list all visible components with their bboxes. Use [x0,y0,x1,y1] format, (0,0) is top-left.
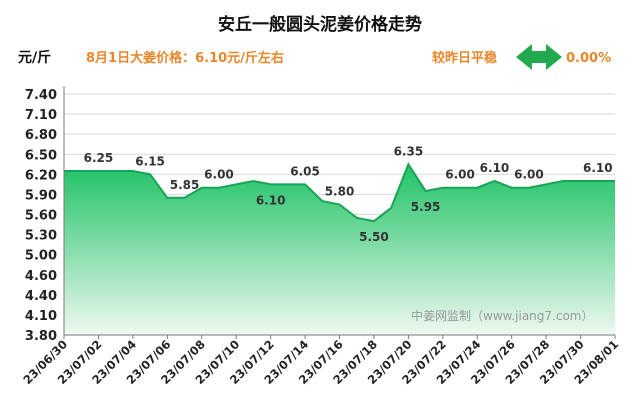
data-label: 6.00 [445,168,475,182]
area-fill [64,164,615,335]
data-label: 6.25 [84,151,114,165]
data-label: 6.10 [480,161,510,175]
data-labels: 6.25 6.15 5.85 6.00 6.10 6.05 5.80 5.50 6.35 5.95… [84,144,613,244]
y-tick-label: 6.50 [25,148,57,163]
data-label: 6.35 [394,144,424,158]
y-tick-label: 5.30 [25,229,57,244]
y-tick-label: 4.40 [25,289,57,304]
data-label: 5.85 [170,178,200,192]
chart-title: 安丘一般圆头泥姜价格走势 [218,14,422,35]
data-label: 6.10 [583,161,613,175]
double-arrow-icon [516,44,562,70]
trend-label: 较昨日平稳 [432,50,497,66]
y-tick-label: 7.10 [25,108,57,123]
y-tick-label: 5.00 [25,249,57,264]
y-tick-label: 4.10 [25,309,57,324]
data-label: 6.05 [290,164,320,178]
data-label: 5.95 [411,200,441,214]
data-label: 6.10 [256,193,286,207]
series-line [64,162,615,223]
y-axis-ticks: 7.40 7.10 6.80 6.50 6.20 5.90 5.60 5.30 5.00 4.60… [25,88,57,344]
y-tick-label: 4.60 [25,269,57,284]
data-label: 6.00 [514,168,544,182]
y-tick-label: 5.90 [25,188,57,203]
y-tick-label: 5.60 [25,209,57,224]
data-label: 5.80 [325,184,355,198]
x-axis-ticks: 23/06/3023/07/0223/07/0423/07/0623/07/08… [20,335,621,387]
y-tick-label: 3.80 [25,329,57,344]
y-tick-label: 6.80 [25,128,57,143]
y-tick-label: 7.40 [25,88,57,103]
data-label: 5.50 [359,230,389,244]
change-percent: 0.00% [566,51,611,66]
data-label: 6.15 [135,154,165,168]
y-tick-label: 6.20 [25,168,57,183]
watermark: 中姜网监制（www.jiang7.com） [411,308,593,323]
unit-label: 元/斤 [18,49,51,66]
area-series [64,162,615,335]
data-label: 6.00 [204,168,234,182]
price-summary: 8月1日大姜价格：6.10元/斤左右 [86,50,284,66]
